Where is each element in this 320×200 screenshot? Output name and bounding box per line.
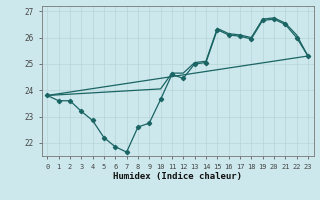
X-axis label: Humidex (Indice chaleur): Humidex (Indice chaleur) — [113, 172, 242, 181]
